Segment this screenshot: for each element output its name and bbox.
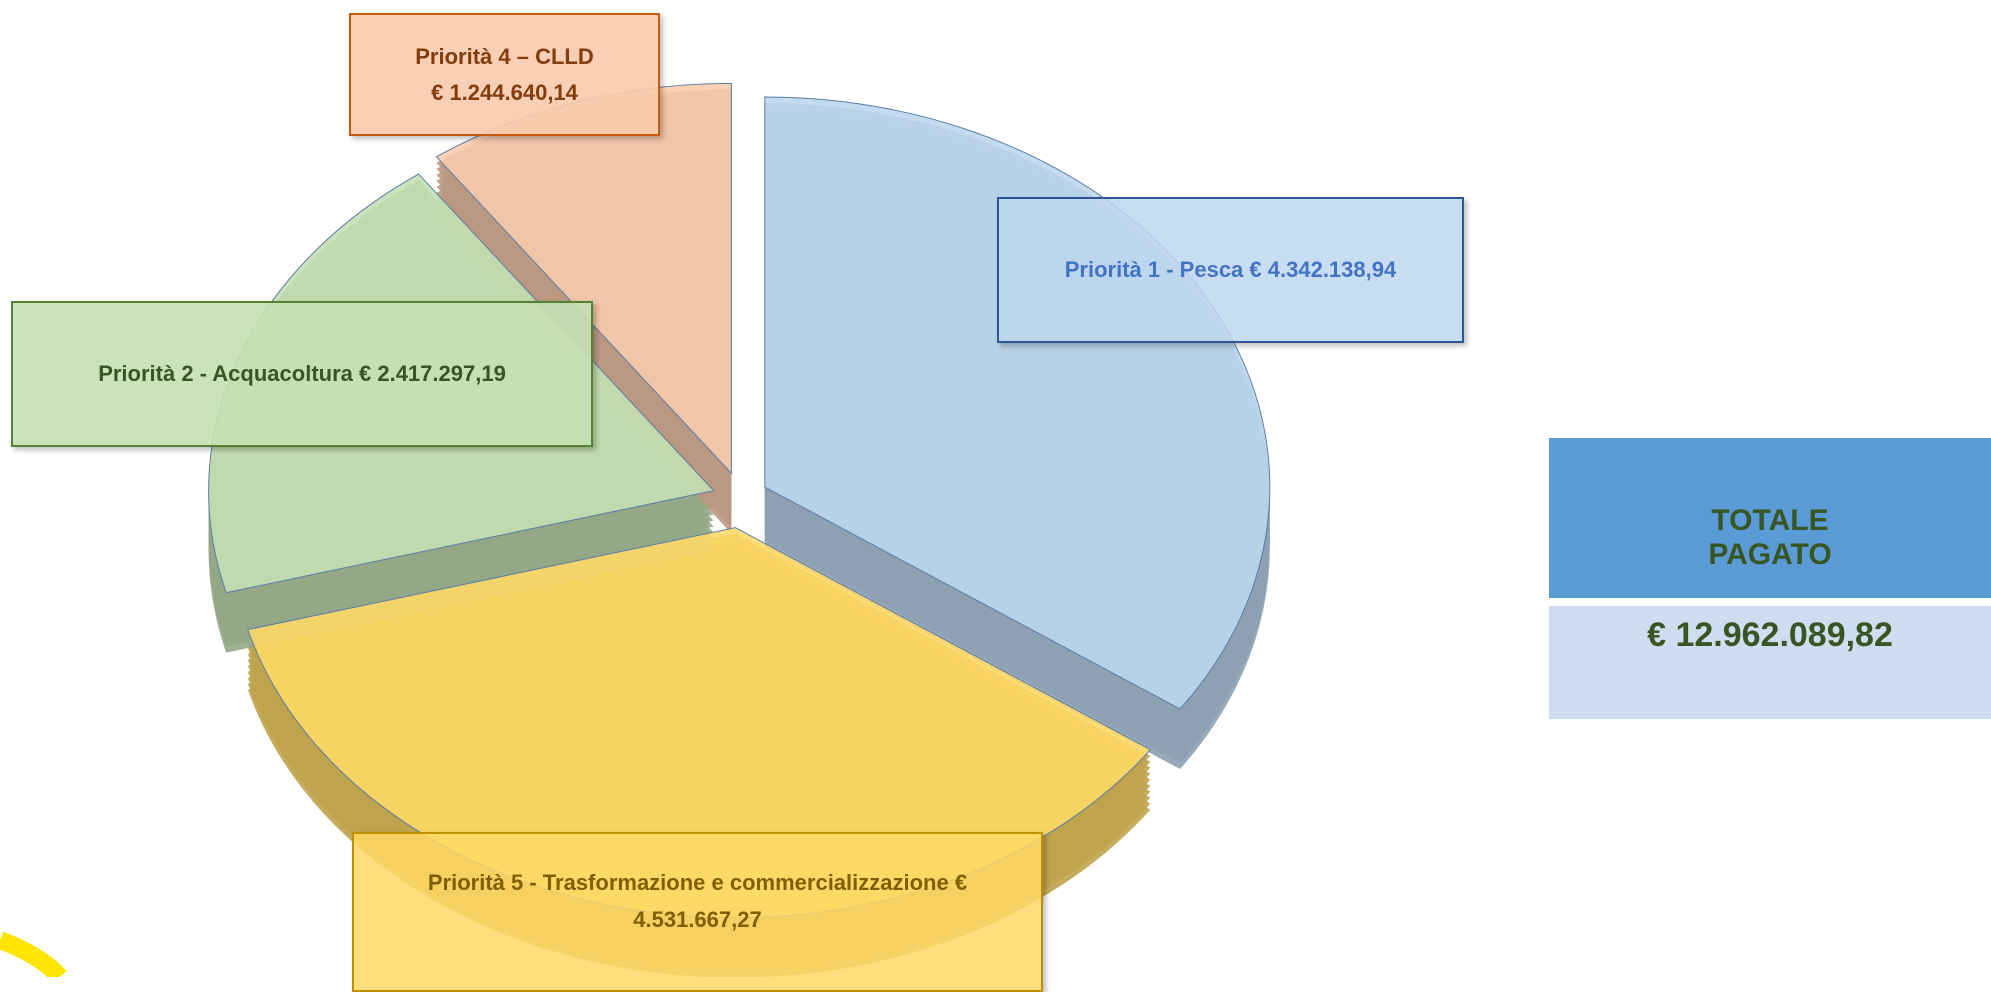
- slice-label: Priorità 1 - Pesca € 4.342.138,94: [997, 197, 1464, 343]
- label-text: Priorità 2 - Acquacoltura € 2.417.297,19: [98, 355, 506, 392]
- category: Priorità 1 - Pesca: [1064, 257, 1244, 283]
- total-header: TOTALE PAGATO: [1549, 438, 1991, 598]
- slice-label: Priorità 2 - Acquacoltura € 2.417.297,19: [11, 301, 593, 447]
- total-label: TOTALE PAGATO: [1708, 504, 1832, 571]
- value-label: € 1.244.640,14: [431, 79, 578, 105]
- category: Priorità 4 – CLLD: [415, 44, 594, 70]
- value-label: € 2.417.297,19: [359, 361, 506, 387]
- decoration: [0, 931, 67, 977]
- category: Priorità 2 - Acquacoltura: [98, 361, 353, 387]
- slice-label: Priorità 5 - Trasformazione e commercial…: [352, 832, 1043, 992]
- category: Priorità 5 - Trasformazione e commercial…: [427, 870, 949, 895]
- slice-label: Priorità 4 – CLLD € 1.244.640,14: [349, 13, 660, 136]
- value-label: € 4.531.667,27: [633, 870, 968, 933]
- total-value-box: € 12.962.089,82: [1549, 606, 1991, 719]
- label-text: Priorità 5 - Trasformazione e commercial…: [374, 864, 1021, 939]
- value-label: € 4.342.138,94: [1249, 257, 1397, 283]
- label-text: Priorità 1 - Pesca € 4.342.138,94: [1065, 251, 1396, 288]
- total-value: € 12.962.089,82: [1647, 616, 1893, 654]
